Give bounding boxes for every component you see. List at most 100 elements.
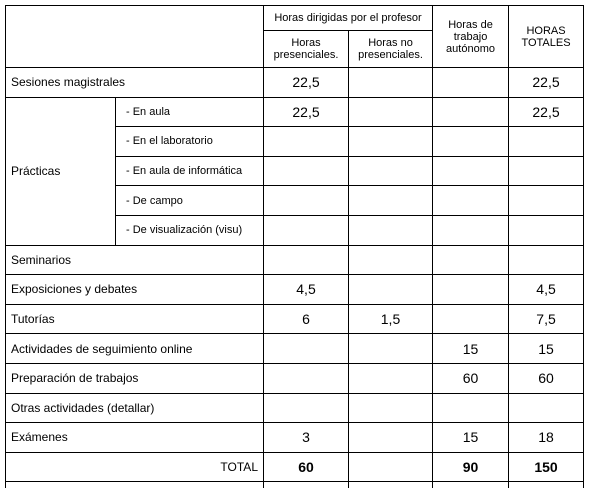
group-label: Prácticas <box>5 96 116 246</box>
value-cell <box>347 96 434 128</box>
value-cell: 6 <box>263 303 349 335</box>
value-cell <box>432 185 510 216</box>
value-cell <box>508 244 585 276</box>
header-empty <box>5 5 264 68</box>
hours-table: Horas dirigidas por el profesor Horas de… <box>5 5 585 489</box>
value-cell: 22,5 <box>263 96 349 128</box>
value-cell <box>432 244 510 276</box>
value-cell <box>347 274 434 305</box>
value-cell: 1,5 <box>347 303 434 335</box>
row-label: Seminarios <box>5 244 264 276</box>
value-cell <box>508 185 585 216</box>
value-cell <box>263 244 349 276</box>
sub-label: - En el laboratorio <box>115 126 264 157</box>
header-totales: HORAS TOTALES <box>508 5 585 68</box>
row: - En aula de informática <box>6 155 585 187</box>
value-cell: 18 <box>508 422 585 453</box>
row: Seminarios <box>5 244 585 276</box>
value-cell <box>347 244 434 276</box>
value-cell <box>347 392 434 424</box>
row: Exámenes 3 15 18 <box>5 422 585 453</box>
value-cell <box>347 67 434 98</box>
value-cell <box>347 214 434 246</box>
row: Prácticas - En aula 22,5 22,5 <box>5 96 585 246</box>
header-group: Horas dirigidas por el profesor <box>262 5 434 31</box>
row: - De campo <box>6 185 585 216</box>
value-cell <box>432 126 510 157</box>
value-cell: 15 <box>432 422 510 453</box>
total-row: TOTAL 60 90 150 <box>5 451 585 483</box>
value-cell <box>263 362 349 394</box>
value-cell <box>347 422 434 453</box>
value-cell: 15 <box>508 333 585 364</box>
value-cell <box>432 392 510 424</box>
value-cell: 7,5 <box>508 303 585 335</box>
header-row: Horas presenciales. Horas no presenciale… <box>6 30 584 68</box>
row-label: Exposiciones y debates <box>5 274 264 305</box>
value-cell <box>263 214 349 246</box>
row: Preparación de trabajos 60 60 <box>5 362 585 394</box>
value-cell <box>432 214 510 246</box>
table-body: Horas dirigidas por el profesor Horas de… <box>5 5 585 489</box>
value-cell <box>432 155 510 187</box>
row-label: Actividades de seguimiento online <box>5 333 264 364</box>
value-cell: 22,5 <box>508 96 585 128</box>
sub-label: - En aula de informática <box>115 155 264 187</box>
row-label: Exámenes <box>5 422 264 453</box>
value-cell <box>508 126 585 157</box>
row-label: Preparación de trabajos <box>5 362 264 394</box>
row: Exposiciones y debates 4,5 4,5 <box>5 274 585 305</box>
value-cell: 150 <box>508 451 585 483</box>
value-cell <box>347 155 434 187</box>
value-cell: 15 <box>432 333 510 364</box>
value-cell <box>347 451 434 483</box>
tail-row <box>5 481 585 489</box>
value-cell <box>508 392 585 424</box>
tail-cell <box>432 481 510 489</box>
value-cell: 90 <box>432 451 510 483</box>
value-cell <box>263 185 349 216</box>
value-cell <box>432 303 510 335</box>
row: Otras actividades (detallar) <box>5 392 585 424</box>
tail-cell <box>508 481 585 489</box>
value-cell: 60 <box>508 362 585 394</box>
value-cell <box>347 126 434 157</box>
value-cell: 60 <box>432 362 510 394</box>
row-label: Tutorías <box>5 303 264 335</box>
row-label: Sesiones magistrales <box>5 67 264 98</box>
value-cell: 4,5 <box>263 274 349 305</box>
value-cell <box>263 126 349 157</box>
value-cell <box>263 392 349 424</box>
tail-cell <box>263 481 349 489</box>
value-cell: 3 <box>263 422 349 453</box>
value-cell <box>432 67 510 98</box>
row: Sesiones magistrales 22,5 22,5 <box>5 67 585 98</box>
row: - De visualización (visu) <box>6 214 585 246</box>
value-cell <box>432 96 510 128</box>
value-cell: 4,5 <box>508 274 585 305</box>
sub-label: - De visualización (visu) <box>115 214 264 246</box>
value-cell: 22,5 <box>508 67 585 98</box>
value-cell <box>263 155 349 187</box>
tail-cell <box>347 481 434 489</box>
value-cell <box>432 274 510 305</box>
value-cell <box>263 333 349 364</box>
row: - En el laboratorio <box>6 126 585 157</box>
value-cell <box>347 362 434 394</box>
value-cell <box>508 155 585 187</box>
value-cell: 22,5 <box>263 67 349 98</box>
header-autonomo: Horas de trabajo autónomo <box>432 5 510 68</box>
row: Actividades de seguimiento online 15 15 <box>5 333 585 364</box>
value-cell <box>347 185 434 216</box>
header-no-presenciales: Horas no presenciales. <box>347 30 434 68</box>
value-cell: 60 <box>263 451 349 483</box>
row: Tutorías 6 1,5 7,5 <box>5 303 585 335</box>
value-cell <box>508 214 585 246</box>
row-label: Otras actividades (detallar) <box>5 392 264 424</box>
value-cell <box>347 333 434 364</box>
tail-cell <box>5 481 264 489</box>
header-row: Horas dirigidas por el profesor Horas de… <box>5 5 585 68</box>
sub-label: - De campo <box>115 185 264 216</box>
total-label: TOTAL <box>5 451 264 483</box>
